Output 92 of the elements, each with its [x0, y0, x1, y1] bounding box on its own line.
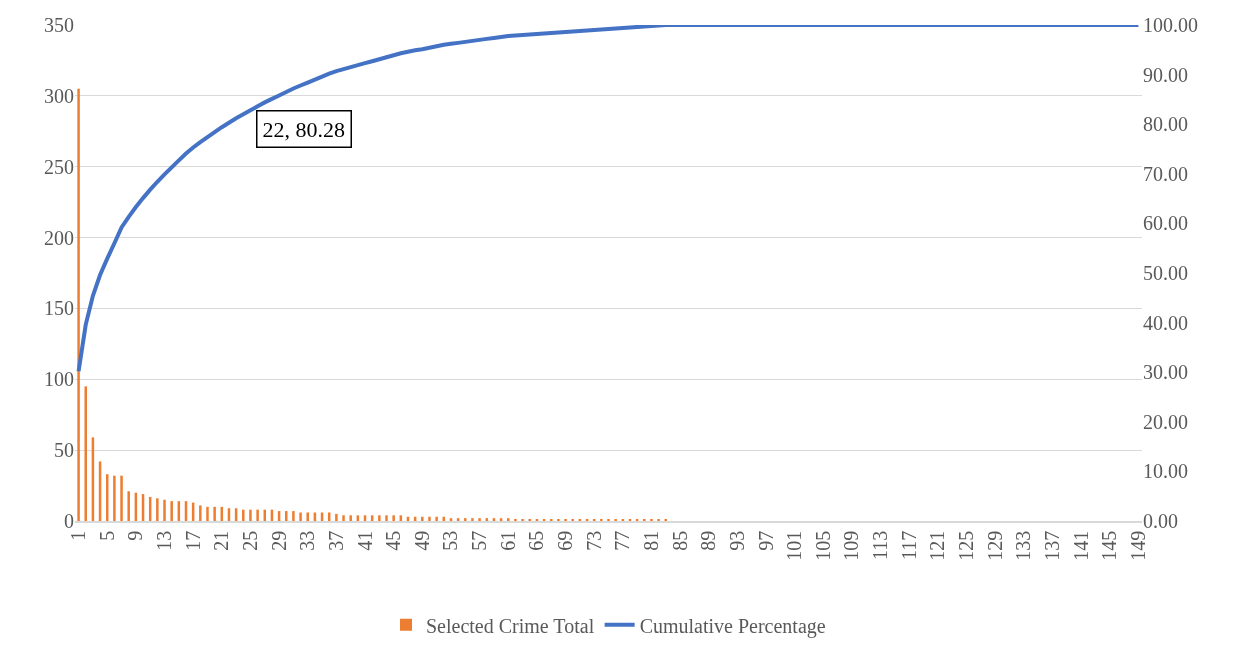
y-tick-label: 350: [44, 14, 74, 36]
bar: [249, 509, 252, 521]
x-tick-label: 129: [983, 530, 1006, 561]
x-tick-label: 57: [468, 530, 491, 551]
x-tick-label: 137: [1040, 530, 1063, 561]
x-tick-label: 9: [124, 530, 147, 541]
x-tick-label: 133: [1012, 530, 1035, 561]
x-tick-label: 65: [525, 530, 548, 551]
bar: [342, 515, 345, 521]
x-tick-label: 13: [153, 530, 176, 551]
y2-tick-label: 30.00: [1143, 361, 1188, 384]
x-tick-label: 25: [238, 530, 261, 551]
x-tick-label: 125: [955, 530, 978, 561]
bar: [435, 516, 438, 521]
bar: [428, 516, 431, 521]
x-tick-label: 89: [697, 530, 720, 551]
x-tick-label: 117: [897, 530, 920, 561]
bar: [292, 511, 295, 521]
bar: [77, 88, 80, 521]
y-tick-label: 250: [44, 155, 74, 178]
bar: [385, 515, 388, 521]
x-tick-label: 85: [668, 530, 691, 551]
x-tick-label: 113: [869, 530, 892, 561]
x-tick-label: 53: [439, 530, 462, 551]
bar: [163, 499, 166, 521]
bar: [256, 509, 259, 521]
y2-tick-label: 60.00: [1143, 212, 1188, 235]
bar: [464, 518, 467, 521]
bar: [299, 512, 302, 521]
bar: [506, 518, 510, 521]
y-tick-label: 100: [44, 368, 74, 391]
x-tick-label: 21: [210, 530, 233, 551]
y-tick-label: 300: [44, 84, 74, 107]
y-tick-label: 0: [64, 510, 74, 532]
x-tick-label: 121: [926, 530, 949, 561]
bar: [199, 505, 202, 521]
y-tick-label: 200: [44, 226, 74, 249]
x-tick-label: 101: [783, 530, 806, 561]
x-tick-label: 41: [353, 530, 376, 551]
x-tick-label: 49: [410, 530, 433, 551]
x-tick-label: 145: [1098, 530, 1121, 561]
bar: [306, 512, 309, 521]
y2-tick-label: 40.00: [1143, 311, 1188, 334]
y2-tick-label: 20.00: [1143, 410, 1188, 433]
bar: [170, 501, 173, 521]
y2-tick-label: 10.00: [1143, 460, 1188, 483]
bar: [156, 498, 159, 521]
y2-tick-label: 0.00: [1143, 510, 1178, 532]
x-tick-label: 5: [95, 530, 118, 541]
x-tick-label: 45: [382, 530, 405, 551]
bar: [392, 515, 395, 521]
bar: [378, 515, 381, 521]
bar: [120, 475, 123, 521]
x-tick-label: 149: [1126, 530, 1149, 561]
x-tick-label: 93: [725, 530, 748, 551]
bar: [285, 511, 288, 521]
line-series: [76, 25, 1141, 374]
y2-tick-label: 80.00: [1143, 113, 1188, 136]
y2-tick-label: 70.00: [1143, 162, 1188, 185]
bar: [213, 506, 216, 521]
bar: [242, 509, 245, 521]
x-tick-label: 109: [840, 530, 863, 561]
x-tick-label: 81: [639, 530, 662, 551]
bar: [421, 516, 424, 521]
x-tick-label: 69: [554, 530, 577, 551]
bar: [127, 491, 130, 521]
x-tick-label: 1: [67, 530, 90, 541]
bar: [471, 518, 474, 521]
x-tick-label: 29: [267, 530, 290, 551]
y2-tick-label: 90.00: [1143, 63, 1188, 86]
y2-tick-label: 50.00: [1143, 262, 1188, 284]
x-tick-label: 77: [611, 530, 634, 551]
bar: [113, 475, 116, 521]
bar: [478, 518, 481, 521]
x-tick-label: 17: [181, 530, 204, 551]
x-tick-label: 61: [496, 530, 519, 551]
bar: [335, 513, 338, 521]
legend-label: Cumulative Percentage: [639, 614, 826, 638]
x-tick-label: 33: [296, 530, 319, 551]
y-tick-label: 150: [44, 297, 74, 320]
x-tick-label: 105: [811, 530, 834, 561]
legend-label: Selected Crime Total: [426, 614, 595, 637]
y2-tick-label: 100.00: [1143, 14, 1198, 36]
bar: [84, 386, 87, 521]
y-tick-label: 50: [54, 439, 74, 462]
bar: [206, 506, 209, 521]
annotation: 22, 80.28: [262, 116, 345, 142]
x-tick-label: 141: [1069, 530, 1092, 561]
bar: [349, 515, 352, 521]
x-tick-label: 73: [582, 530, 605, 551]
x-tick-label: 37: [324, 530, 347, 551]
x-tick-label: 97: [754, 530, 777, 551]
